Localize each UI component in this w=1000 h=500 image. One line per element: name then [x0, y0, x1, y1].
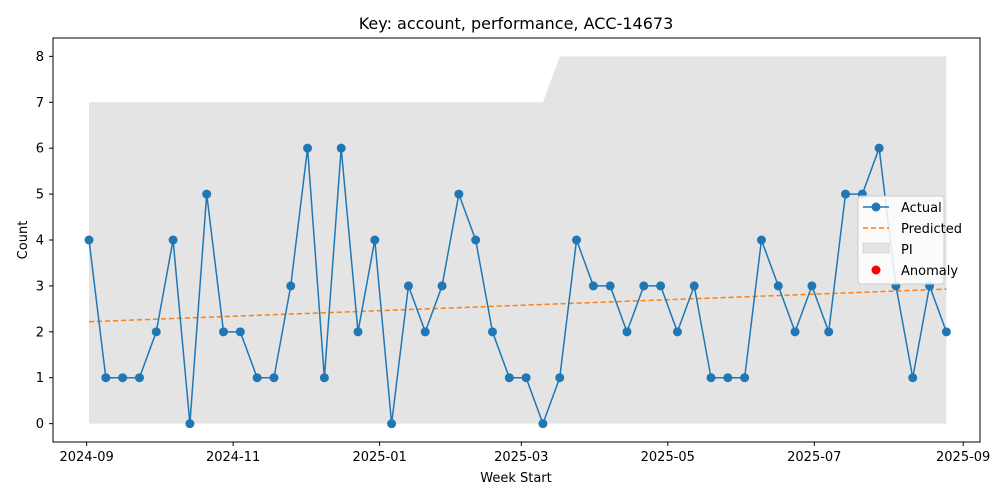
- actual-point: [235, 327, 245, 337]
- y-tick-label: 8: [36, 50, 44, 65]
- actual-point: [84, 235, 94, 245]
- actual-point: [941, 327, 951, 337]
- y-tick-label: 4: [36, 234, 44, 249]
- legend-label-actual: Actual: [901, 201, 942, 216]
- actual-point: [403, 281, 413, 291]
- x-tick-label: 2025-07: [787, 450, 841, 465]
- actual-point: [622, 327, 632, 337]
- actual-point: [605, 281, 615, 291]
- x-tick-label: 2025-09: [936, 450, 990, 465]
- actual-point: [437, 281, 447, 291]
- actual-point: [370, 235, 380, 245]
- actual-point: [807, 281, 817, 291]
- actual-point: [219, 327, 229, 337]
- actual-point: [908, 373, 918, 383]
- actual-point: [269, 373, 279, 383]
- x-tick-label: 2025-05: [641, 450, 695, 465]
- actual-point: [336, 143, 346, 153]
- actual-point: [824, 327, 834, 337]
- actual-point: [471, 235, 481, 245]
- predicted-layer: [88, 288, 947, 323]
- legend-box: [857, 195, 945, 285]
- x-tick-label: 2024-11: [206, 450, 260, 465]
- actual-point: [841, 189, 851, 199]
- plot-area: [84, 56, 951, 429]
- actual-point: [706, 373, 716, 383]
- actual-point: [319, 373, 329, 383]
- actual-point: [588, 281, 598, 291]
- actual-point: [740, 373, 750, 383]
- y-axis: 0 1 2 3 4 5 6 7 8: [36, 50, 53, 432]
- x-tick-label: 2024-09: [59, 450, 113, 465]
- legend-label-anomaly: Anomaly: [901, 264, 958, 279]
- actual-point: [773, 281, 783, 291]
- predicted-line: [88, 288, 947, 323]
- actual-point: [874, 143, 884, 153]
- actual-point: [555, 373, 565, 383]
- actual-point: [151, 327, 161, 337]
- actual-point: [639, 281, 649, 291]
- actual-point: [286, 281, 296, 291]
- chart-title: Key: account, performance, ACC-14673: [359, 14, 674, 33]
- actual-point: [672, 327, 682, 337]
- legend-actual-marker: [871, 202, 881, 212]
- actual-point: [756, 235, 766, 245]
- actual-point: [168, 235, 178, 245]
- actual-point: [420, 327, 430, 337]
- actual-point: [538, 419, 548, 429]
- legend-anomaly-marker: [871, 265, 881, 275]
- actual-point: [101, 373, 111, 383]
- y-tick-label: 5: [36, 188, 44, 203]
- actual-point: [504, 373, 514, 383]
- actual-point: [487, 327, 497, 337]
- actual-line: [88, 147, 948, 426]
- actual-point: [521, 373, 531, 383]
- y-tick-label: 6: [36, 142, 44, 157]
- x-tick-label: 2025-03: [494, 450, 548, 465]
- actual-point: [118, 373, 128, 383]
- legend: Actual Predicted PI Anomaly: [857, 195, 962, 285]
- actual-point: [185, 419, 195, 429]
- x-axis-label: Week Start: [480, 471, 552, 486]
- actual-point: [353, 327, 363, 337]
- actual-point: [454, 189, 464, 199]
- legend-label-predicted: Predicted: [901, 222, 962, 237]
- legend-pi-swatch: [862, 242, 890, 254]
- actual-point: [790, 327, 800, 337]
- actual-point: [202, 189, 212, 199]
- actual-layer: [84, 143, 951, 429]
- pi-band: [89, 56, 947, 424]
- actual-point: [689, 281, 699, 291]
- y-tick-label: 1: [36, 371, 44, 386]
- y-tick-label: 7: [36, 96, 44, 111]
- pi-band-layer: [89, 56, 947, 424]
- actual-point: [656, 281, 666, 291]
- y-tick-label: 0: [36, 417, 44, 432]
- x-axis: 2024-09 2024-11 2025-01 2025-03 2025-05 2025-…: [59, 442, 990, 465]
- actual-point: [387, 419, 397, 429]
- x-tick-label: 2025-01: [352, 450, 406, 465]
- actual-point: [723, 373, 733, 383]
- y-tick-label: 2: [36, 325, 44, 340]
- legend-label-pi: PI: [901, 243, 913, 258]
- actual-point: [134, 373, 144, 383]
- actual-point: [572, 235, 582, 245]
- y-tick-label: 3: [36, 279, 44, 294]
- actual-point: [252, 373, 262, 383]
- actual-point: [303, 143, 313, 153]
- y-axis-label: Count: [16, 221, 31, 260]
